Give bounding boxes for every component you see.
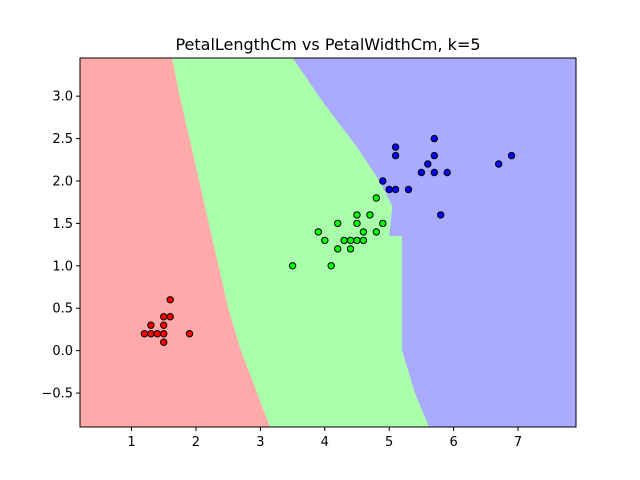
data-point: [437, 211, 445, 219]
x-axis: 1 2 3 4 5 6 7: [127, 427, 522, 450]
y-tick-label: −0.5: [41, 387, 73, 402]
data-point: [321, 236, 329, 245]
data-point: [366, 211, 374, 219]
data-point: [327, 262, 335, 270]
x-tick-label: 5: [385, 435, 393, 450]
data-point: [160, 330, 168, 338]
data-point: [147, 321, 155, 329]
data-point: [495, 160, 503, 168]
data-point: [404, 185, 413, 194]
data-point: [372, 194, 380, 202]
data-point: [160, 321, 168, 329]
data-point: [443, 168, 451, 177]
data-point: [379, 177, 387, 185]
data-point: [391, 143, 400, 151]
axes-frame: [79, 57, 577, 428]
data-point: [166, 313, 174, 321]
data-point: [391, 185, 400, 194]
x-tick-label: 7: [514, 435, 522, 450]
data-point: [359, 236, 368, 245]
x-tick-label: 4: [321, 435, 329, 450]
data-point: [353, 211, 361, 219]
data-point: [430, 168, 438, 177]
y-tick-label: 1.5: [52, 217, 73, 232]
data-point: [166, 296, 174, 304]
data-point: [430, 151, 438, 160]
data-point: [391, 151, 400, 160]
data-point: [334, 219, 342, 228]
y-tick-label: 1.0: [52, 259, 73, 274]
data-point: [372, 228, 380, 236]
decision-regions: [80, 58, 576, 427]
data-point: [160, 313, 168, 321]
region-class-2: [292, 58, 576, 427]
data-point: [430, 134, 438, 143]
x-tick-label: 2: [192, 435, 200, 450]
data-point: [346, 236, 355, 245]
data-point: [346, 245, 355, 253]
data-point: [160, 338, 168, 346]
data-point: [153, 330, 162, 338]
y-tick-label: 2.0: [52, 175, 73, 190]
data-point: [507, 151, 516, 160]
data-point: [379, 219, 387, 228]
data-point: [424, 160, 432, 168]
data-point: [147, 330, 155, 338]
data-points: [140, 134, 516, 346]
y-tick-label: 3.0: [52, 90, 73, 105]
data-point: [334, 245, 342, 253]
y-tick-label: 2.5: [52, 132, 73, 147]
data-point: [417, 168, 426, 177]
data-point: [353, 219, 361, 228]
y-tick-label: 0.0: [52, 344, 73, 359]
data-point: [340, 236, 348, 245]
chart-title: PetalLengthCm vs PetalWidthCm, k=5: [175, 35, 480, 54]
y-axis: −0.5 0.0 0.5 1.0 1.5 2.0 2.5 3.0: [41, 90, 80, 402]
y-tick-label: 0.5: [52, 302, 73, 317]
data-point: [359, 228, 368, 236]
x-tick-label: 1: [127, 435, 135, 450]
x-tick-label: 6: [449, 435, 457, 450]
data-point: [185, 330, 194, 338]
data-point: [140, 330, 149, 338]
data-point: [314, 228, 322, 236]
x-tick-label: 3: [256, 435, 264, 450]
data-point: [353, 236, 361, 245]
data-point: [385, 185, 393, 194]
data-point: [288, 262, 297, 270]
